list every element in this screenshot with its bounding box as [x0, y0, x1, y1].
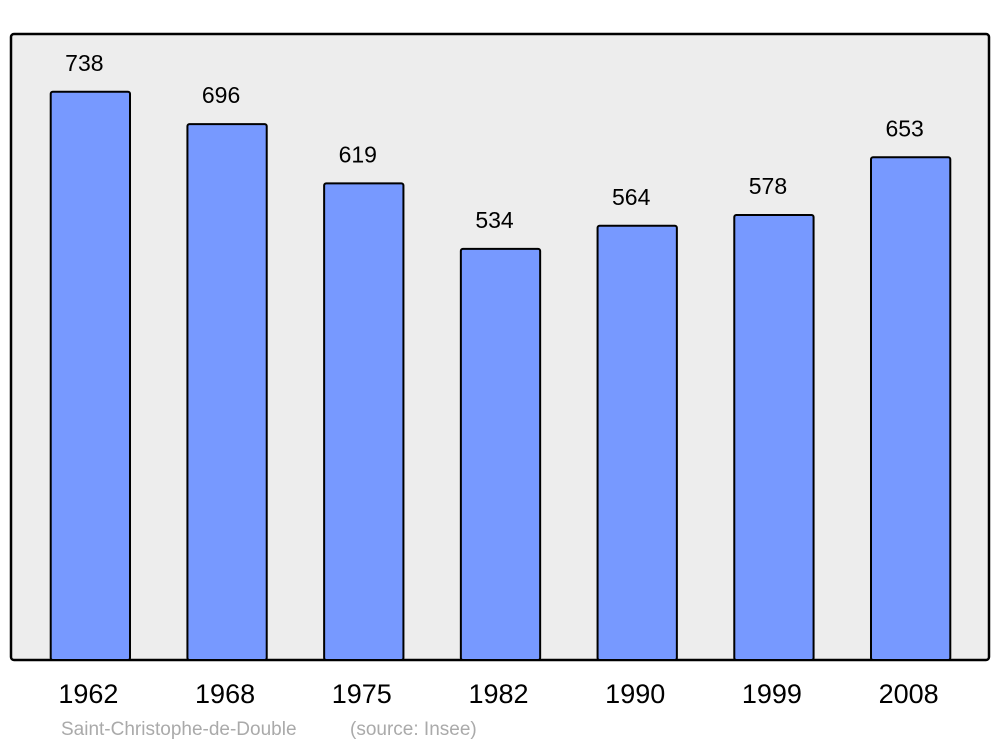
x-tick-label: 1968: [195, 679, 255, 709]
x-tick-label: 1990: [605, 679, 665, 709]
value-label: 653: [885, 115, 923, 141]
bar: [596, 224, 678, 662]
bar: [733, 213, 815, 661]
caption: Saint-Christophe-de-Double: [61, 719, 297, 740]
bar: [459, 247, 542, 661]
bar: [323, 182, 405, 661]
value-label: 578: [749, 173, 787, 199]
value-label: 564: [612, 184, 651, 210]
x-tick-label: 1962: [58, 679, 118, 709]
bar: [869, 156, 952, 661]
x-tick-label: 2008: [879, 679, 939, 709]
value-label: 696: [202, 82, 240, 108]
bar: [49, 90, 132, 661]
x-tick-label: 1999: [742, 679, 802, 709]
bar: [186, 123, 268, 661]
x-tick-label: 1975: [332, 679, 392, 709]
source: (source: Insee): [350, 719, 477, 740]
x-tick-label: 1982: [468, 679, 528, 709]
value-label: 738: [65, 50, 103, 76]
value-label: 619: [339, 141, 377, 167]
value-label: 534: [475, 207, 514, 233]
